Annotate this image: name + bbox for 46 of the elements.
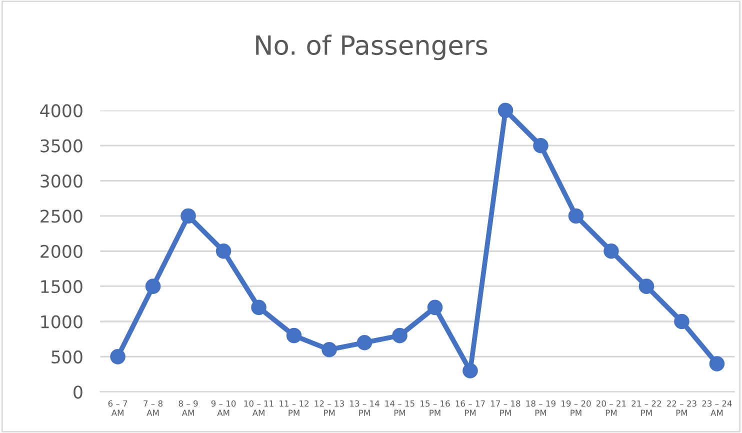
x-tick-label: 7 – 8 AM	[144, 400, 162, 416]
y-tick-label: 1500	[41, 280, 82, 294]
y-tick-label: 500	[52, 350, 82, 364]
y-tick-label: 1000	[41, 315, 82, 328]
point	[356, 334, 372, 350]
point	[145, 278, 161, 294]
point	[286, 328, 302, 344]
x-tick-label: 14 – 15 PM	[385, 400, 414, 416]
x-tick-label: 20 – 21 PM	[596, 400, 626, 416]
x-tick-label: 23 – 24 AM	[702, 400, 732, 416]
y-tick-label: 2000	[40, 244, 82, 258]
x-tick-label: 21 – 22 PM	[632, 400, 661, 416]
x-tick-label: 19 – 20 PM	[562, 400, 591, 416]
x-tick-label: 13 – 14 PM	[350, 400, 380, 416]
x-tick-label: 12 – 13 PM	[314, 400, 344, 416]
x-tick-label: 8 – 9 AM	[178, 400, 198, 416]
point	[568, 208, 584, 224]
x-tick-label: 9 – 10 AM	[211, 400, 236, 416]
x-tick-label: 10 – 11 AM	[244, 400, 274, 416]
point	[604, 244, 619, 259]
x-tick-label: 22 – 23 PM	[666, 400, 696, 416]
point	[392, 328, 408, 344]
point	[251, 300, 266, 316]
y-tick-label: 3000	[40, 174, 82, 188]
point	[498, 102, 514, 118]
point	[638, 278, 654, 294]
point	[427, 300, 443, 316]
point	[674, 314, 690, 330]
y-tick-label: 3500	[40, 139, 82, 152]
point	[322, 342, 337, 358]
x-tick-label: 15 – 16 PM	[420, 400, 450, 416]
point	[533, 138, 548, 154]
chart-title: No. of Passengers	[256, 34, 488, 60]
point	[180, 208, 196, 224]
y-tick-label: 2500	[40, 210, 82, 223]
y-tick-label: 4000	[40, 104, 82, 118]
x-tick-label: 6 – 7 AM	[108, 400, 128, 416]
point	[462, 363, 478, 378]
x-tick-label: 18 – 19 PM	[526, 400, 556, 416]
x-tick-label: 17 – 18 PM	[491, 400, 520, 416]
point	[216, 244, 232, 259]
point	[110, 349, 126, 364]
y-tick-label: 0	[74, 386, 82, 399]
x-tick-label: 16 – 17 PM	[456, 400, 485, 416]
x-tick-label: 11 – 12 PM	[280, 400, 309, 416]
point	[709, 356, 725, 372]
